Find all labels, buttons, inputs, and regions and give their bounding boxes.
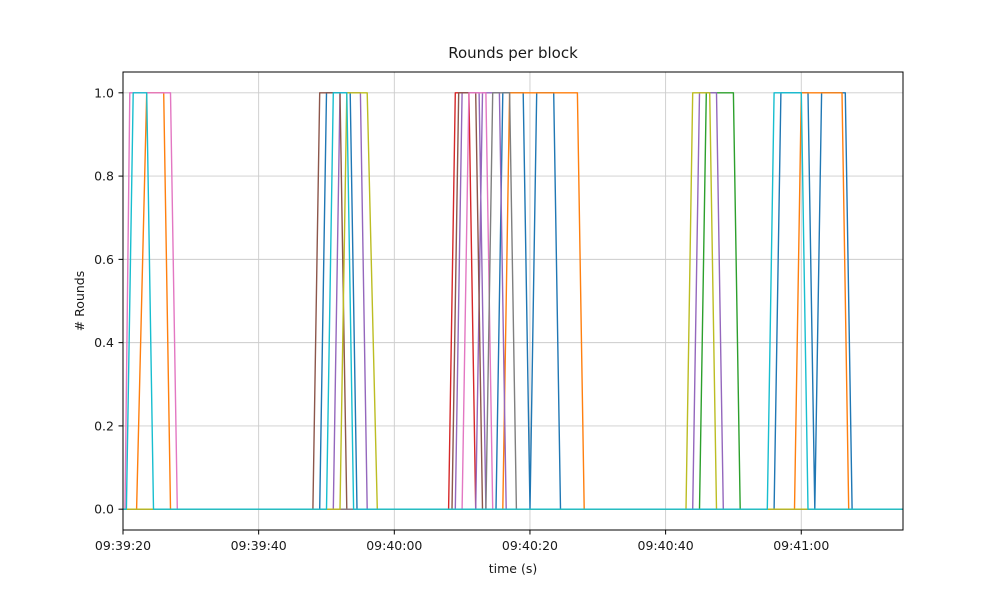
- plot-border: [122, 71, 904, 531]
- y-axis-label: # Rounds: [72, 271, 87, 332]
- y-tick-label: 0.4: [94, 335, 114, 350]
- y-tick-label: 1.0: [94, 85, 114, 100]
- x-tick-label: 09:39:20: [95, 538, 151, 553]
- y-tick-label: 0.8: [94, 169, 114, 184]
- series-line-node-9: [123, 92, 903, 510]
- x-tick-label: 09:40:40: [638, 538, 694, 553]
- chart-title: Rounds per block: [448, 44, 578, 62]
- axes-layer: [122, 71, 904, 531]
- x-tick-label: 09:40:20: [502, 538, 558, 553]
- x-tick-label: 09:39:40: [231, 538, 287, 553]
- x-tick-label: 09:41:00: [773, 538, 829, 553]
- x-axis-label: time (s): [489, 561, 537, 576]
- ticks-layer: 09:39:20 09:39:40 09:40:00 09:40:20 09:40:40…: [94, 85, 829, 553]
- series-layer: [123, 92, 903, 510]
- y-tick-label: 0.2: [94, 418, 114, 433]
- series-line-node-7: [123, 92, 903, 510]
- y-tick-label: 0.0: [94, 502, 114, 517]
- y-tick-label: 0.6: [94, 252, 114, 267]
- x-tick-label: 09:40:00: [366, 538, 422, 553]
